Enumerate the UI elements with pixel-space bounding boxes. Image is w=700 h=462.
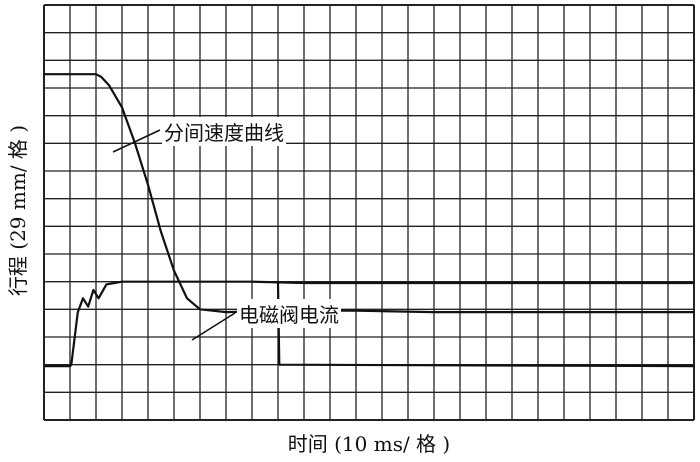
series-line-s2 <box>44 280 694 368</box>
annotation-valve-current: 电磁阀电流 <box>237 299 341 328</box>
series-line-s1 <box>44 73 694 314</box>
annotation-speed-curve: 分间速度曲线 <box>162 117 286 146</box>
y-axis-label: 行程 (29 mm/ 格 ) <box>6 124 31 296</box>
leader-lines <box>112 129 236 341</box>
y-axis-label-wrap: 行程 (29 mm/ 格 ) <box>3 0 31 420</box>
series-layer <box>44 73 695 368</box>
leader-speed-curve <box>112 129 161 153</box>
grid <box>43 4 695 421</box>
x-axis-label: 时间 (10 ms/ 格 ) <box>287 432 451 456</box>
leader-valve-current <box>191 312 236 341</box>
